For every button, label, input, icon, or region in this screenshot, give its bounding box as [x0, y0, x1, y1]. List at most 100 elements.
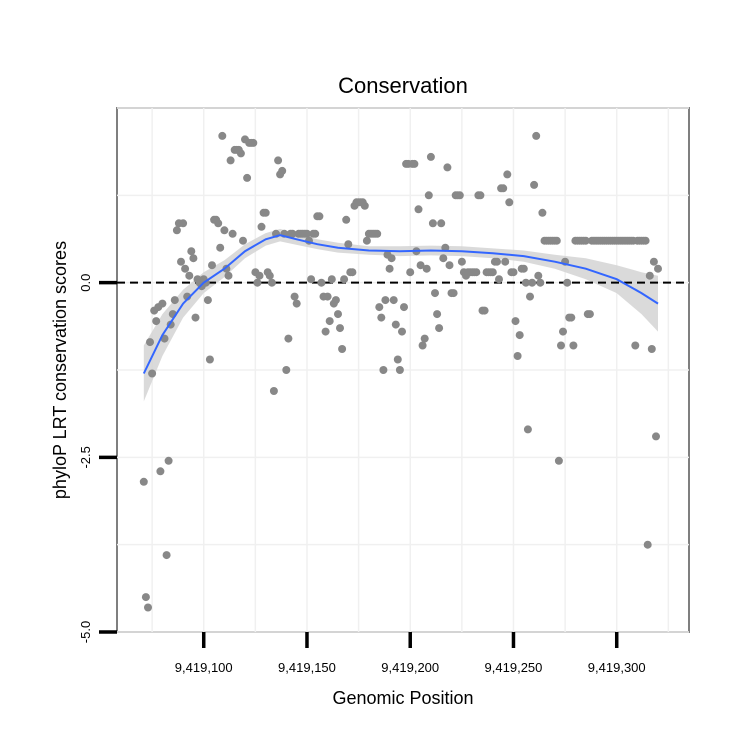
data-point — [222, 264, 231, 273]
data-point — [148, 369, 157, 378]
axes: 9,419,100 9,419,150 9,419,200 9,419,250 9,41… — [78, 274, 646, 675]
data-point — [581, 236, 590, 245]
x-tick-label: 9,419,100 — [175, 660, 233, 675]
y-tick-label: 0.0 — [78, 274, 93, 292]
data-point — [191, 313, 200, 322]
data-point — [224, 271, 233, 280]
data-point — [323, 292, 332, 301]
data-point — [321, 327, 330, 336]
data-point — [375, 303, 384, 312]
data-point — [360, 201, 369, 210]
data-point — [511, 317, 520, 326]
data-point — [449, 289, 458, 298]
data-point — [503, 170, 512, 179]
data-point — [441, 243, 450, 252]
data-point — [641, 236, 650, 245]
data-point — [265, 271, 274, 280]
data-point — [505, 198, 514, 207]
data-point — [398, 327, 406, 336]
data-point — [338, 345, 347, 353]
data-point — [228, 229, 237, 238]
data-point — [476, 191, 485, 200]
data-point — [218, 131, 227, 140]
data-point — [499, 184, 508, 193]
data-point — [179, 219, 188, 228]
data-point — [439, 254, 448, 263]
data-point — [336, 324, 344, 333]
data-point — [480, 306, 489, 315]
data-point — [534, 271, 543, 280]
x-tick-label: 9,419,300 — [588, 660, 646, 675]
data-point — [493, 257, 501, 266]
data-point — [528, 278, 537, 287]
data-point — [340, 275, 349, 284]
data-point — [532, 131, 541, 140]
x-axis-title: Genomic Position — [332, 688, 473, 708]
data-point — [156, 467, 165, 476]
data-point — [523, 425, 532, 434]
data-point — [389, 296, 398, 305]
data-point — [164, 456, 173, 465]
data-point — [327, 275, 336, 284]
data-point — [214, 219, 223, 228]
data-point — [647, 345, 656, 353]
smooth-line — [142, 234, 659, 374]
data-point — [645, 271, 654, 280]
data-point — [437, 219, 446, 228]
data-point — [205, 355, 214, 364]
x-tick-label: 9,419,200 — [381, 660, 439, 675]
data-point — [189, 254, 198, 263]
data-point — [393, 355, 402, 364]
data-point — [400, 303, 408, 312]
data-point — [457, 257, 466, 266]
x-tick-label: 9,419,150 — [278, 660, 336, 675]
data-point — [569, 341, 578, 350]
data-point — [181, 264, 190, 273]
data-point — [261, 208, 270, 217]
data-point — [282, 366, 291, 374]
data-point — [536, 278, 545, 287]
data-point — [239, 236, 247, 245]
data-point — [317, 278, 326, 287]
y-axis-title: phyloP LRT conservation scores — [50, 241, 70, 499]
data-point — [377, 313, 386, 322]
data-point — [526, 292, 534, 301]
data-point — [557, 341, 565, 350]
data-point — [373, 229, 382, 238]
data-point — [158, 299, 167, 308]
data-point — [567, 313, 576, 322]
data-point — [422, 264, 431, 273]
data-point — [362, 236, 371, 245]
data-point — [455, 191, 464, 200]
data-point — [334, 310, 342, 319]
chart-title: Conservation — [338, 73, 468, 98]
data-point — [253, 278, 262, 287]
y-tick-label: -2.5 — [78, 446, 93, 468]
data-point — [278, 166, 287, 175]
data-point — [203, 296, 212, 305]
data-point — [139, 477, 148, 486]
data-point — [284, 334, 293, 343]
data-point — [255, 271, 264, 280]
data-point — [311, 229, 320, 238]
data-point — [416, 261, 425, 270]
data-point — [226, 156, 235, 165]
data-point — [431, 289, 439, 298]
data-point — [530, 180, 539, 189]
data-point — [257, 222, 266, 231]
data-point — [488, 268, 497, 277]
data-point — [170, 296, 179, 305]
data-point — [414, 205, 423, 214]
data-point — [290, 292, 299, 301]
data-point — [387, 254, 396, 263]
data-point — [515, 331, 524, 340]
data-point — [267, 278, 276, 287]
data-point — [391, 320, 400, 329]
data-point — [331, 296, 340, 305]
data-point — [501, 257, 510, 266]
data-point — [652, 432, 660, 441]
data-point — [274, 156, 283, 165]
data-point — [513, 352, 522, 360]
data-point — [144, 603, 152, 612]
